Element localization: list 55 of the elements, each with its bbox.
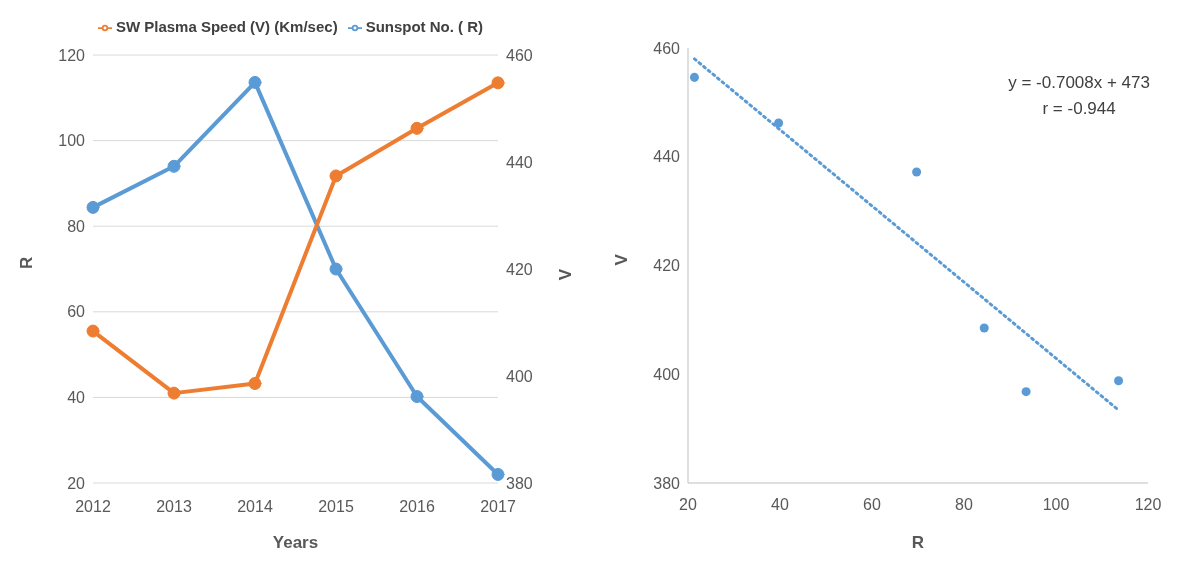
y-tick-label: 40 [67,389,86,407]
y-tick-label: 20 [67,474,86,492]
point [979,323,989,333]
y2-tick-label: 420 [506,260,533,278]
x-tick-label: 60 [863,496,881,514]
point [248,377,262,390]
y-tick-label: 420 [653,257,681,275]
annotation: y = -0.7008x + 473 [1008,72,1150,94]
y2-tick-label: 400 [506,367,533,385]
y-tick-label: 460 [653,39,681,57]
point [912,167,922,177]
x-tick-label: 2012 [75,498,111,516]
x-tick-label: 40 [771,496,789,514]
y-tick-label: 400 [653,365,681,383]
x-tick-label: 100 [1042,496,1070,514]
point [410,390,424,404]
point [167,159,181,173]
point [491,76,505,90]
point [329,262,343,276]
point [248,75,262,89]
x-tick-label: 2015 [318,498,354,516]
y-axis-title: R [17,256,37,270]
y-tick-label: 100 [58,132,86,150]
point [1021,387,1031,397]
x-tick-label: 2014 [237,498,273,516]
point [167,386,181,400]
point [774,118,784,128]
x-tick-label: 120 [1134,496,1162,514]
y-axis-title: V [612,253,632,266]
y-tick-label: 380 [653,474,681,492]
y-tick-label: 120 [58,46,86,64]
x-axis-title: R [911,533,925,552]
annotation: r = -0.944 [1041,98,1117,120]
x-tick-label: 2017 [480,498,516,516]
y-tick-label: 80 [67,217,86,235]
x-tick-label: 2016 [399,498,435,516]
legend-label: SW Plasma Speed (V) (Km/sec) [115,18,338,35]
y-tick-label: 60 [67,303,86,321]
point [329,169,343,183]
x-tick-label: 80 [955,496,973,514]
point [689,72,699,82]
point [86,324,100,338]
legend-label: Sunspot No. ( R) [365,18,484,35]
y2-tick-label: 380 [506,474,533,492]
x-tick-label: 2013 [156,498,192,516]
point [86,200,100,214]
y-tick-label: 440 [653,148,681,166]
y2-tick-label: 440 [506,153,533,171]
point [410,121,424,135]
y2-axis-title: V [556,268,576,281]
y2-tick-label: 460 [506,46,533,64]
x-axis-title: Years [272,533,319,552]
point [1114,376,1124,386]
point [491,467,505,481]
x-tick-label: 20 [679,496,697,514]
